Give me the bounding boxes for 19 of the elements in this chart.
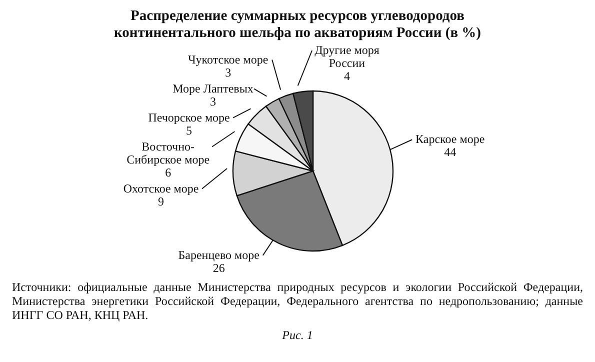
data-label: 26	[212, 260, 225, 275]
data-label: 9	[158, 194, 164, 208]
slice-label: Другие моря России	[314, 43, 380, 70]
slice-label: Печорское море	[148, 110, 230, 124]
text: Источники: официальные данные Министерства природных ресурсов и экологии Российской Федерации, Министерства энергетики Российской Федерации, Федерального агентства по недропользованию; данные ИНГГ СО РАН, КНЦ РАН.	[11, 280, 584, 322]
data-label: 44	[444, 145, 456, 160]
slice-label: Карское море	[416, 132, 485, 146]
data-label: 3	[210, 94, 216, 108]
slice-label: Чукотское море	[188, 52, 268, 66]
slice-label: Море Лаптевых	[172, 81, 254, 96]
slice-label: Баренцево море	[178, 248, 260, 262]
slice-label: Восточно-Сибирское море	[126, 139, 210, 166]
data-label: 6	[165, 165, 172, 180]
data-label: 3	[225, 65, 232, 80]
chart-title: Распределение суммарных ресурсов углеводородов континентального шельфа по акваториям России (в %)	[112, 8, 482, 42]
slice-label: Охотское море	[123, 181, 199, 196]
data-label: 4	[344, 69, 350, 83]
text: Рис. 1	[281, 328, 314, 343]
data-label: 5	[186, 123, 192, 138]
